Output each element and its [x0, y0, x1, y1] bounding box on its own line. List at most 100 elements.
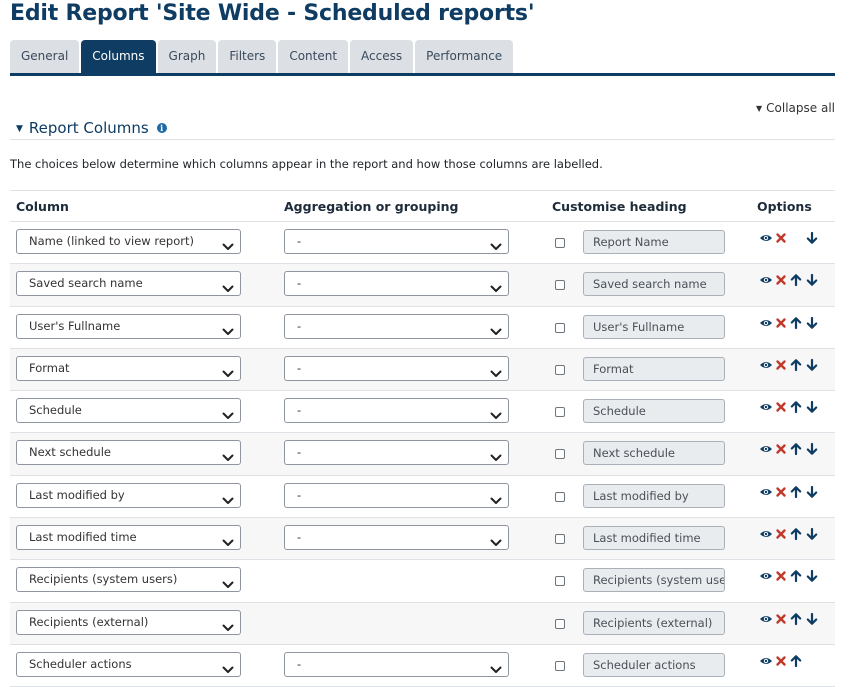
eye-icon[interactable] — [759, 316, 773, 330]
aggregation-select[interactable]: - — [284, 440, 509, 466]
arrow-up-icon[interactable] — [789, 527, 803, 541]
eye-icon[interactable] — [759, 654, 773, 668]
column-select[interactable]: Recipients (external) — [16, 609, 241, 635]
customise-heading-checkbox[interactable] — [555, 618, 565, 629]
column-select[interactable]: Last modified time — [16, 525, 241, 551]
heading-input[interactable]: Last modified by — [583, 483, 725, 508]
aggregation-select[interactable]: - — [284, 229, 509, 254]
delete-icon[interactable] — [774, 316, 788, 330]
delete-icon[interactable] — [774, 485, 788, 499]
column-header-options: Options — [757, 199, 812, 214]
customise-heading-checkbox[interactable] — [555, 364, 565, 375]
arrow-up-icon[interactable] — [789, 400, 803, 414]
tab-content[interactable]: Content — [278, 40, 349, 73]
arrow-down-icon[interactable] — [805, 442, 819, 456]
arrow-down-icon[interactable] — [805, 231, 819, 245]
arrow-up-icon[interactable] — [789, 273, 803, 287]
arrow-up-icon[interactable] — [789, 316, 803, 330]
customise-heading-checkbox[interactable] — [555, 491, 565, 502]
heading-input[interactable]: Format — [583, 356, 725, 381]
tab-performance[interactable]: Performance — [415, 40, 514, 73]
delete-icon[interactable] — [774, 358, 788, 372]
column-select[interactable]: User's Fullname — [16, 313, 241, 339]
aggregation-select-value: - — [297, 487, 302, 502]
arrow-down-icon[interactable] — [805, 400, 819, 414]
column-select[interactable]: Saved search name — [16, 271, 241, 297]
column-select[interactable]: Name (linked to view report) — [16, 229, 241, 254]
tab-access[interactable]: Access — [350, 40, 414, 73]
column-select[interactable]: Schedule — [16, 398, 241, 424]
tab-filters[interactable]: Filters — [218, 40, 277, 73]
collapse-all-link[interactable]: ▼ Collapse all — [756, 101, 835, 115]
heading-input[interactable]: Scheduler actions — [583, 652, 725, 677]
customise-heading-checkbox[interactable] — [555, 449, 565, 460]
arrow-down-icon[interactable] — [805, 316, 819, 330]
tab-columns[interactable]: Columns — [81, 40, 156, 73]
column-select[interactable]: Scheduler actions — [16, 651, 241, 677]
arrow-down-icon[interactable] — [805, 273, 819, 287]
aggregation-select[interactable]: - — [284, 525, 509, 551]
arrow-down-icon[interactable] — [805, 569, 819, 583]
eye-icon[interactable] — [759, 358, 773, 372]
eye-icon[interactable] — [759, 442, 773, 456]
table-row: Schedule - Schedule — [10, 391, 835, 434]
heading-input[interactable]: Recipients (external) — [583, 610, 725, 635]
customise-heading-checkbox[interactable] — [555, 322, 565, 333]
customise-heading-checkbox[interactable] — [555, 280, 565, 291]
arrow-up-icon[interactable] — [789, 654, 803, 668]
aggregation-select[interactable]: - — [284, 355, 509, 381]
eye-icon[interactable] — [759, 231, 773, 245]
arrow-down-icon[interactable] — [805, 485, 819, 499]
aggregation-select[interactable]: - — [284, 651, 509, 677]
heading-input[interactable]: Last modified time — [583, 526, 725, 551]
delete-icon[interactable] — [774, 400, 788, 414]
arrow-up-icon[interactable] — [789, 485, 803, 499]
arrow-up-icon[interactable] — [789, 569, 803, 583]
delete-icon[interactable] — [774, 612, 788, 626]
section-toggle-icon[interactable]: ▼ — [16, 124, 23, 134]
column-select[interactable]: Last modified by — [16, 482, 241, 508]
tab-graph[interactable]: Graph — [157, 40, 217, 73]
heading-input[interactable]: Saved search name — [583, 272, 725, 297]
delete-icon[interactable] — [774, 569, 788, 583]
arrow-down-icon[interactable] — [805, 358, 819, 372]
heading-input[interactable]: Report Name — [583, 230, 725, 254]
column-select-value: Saved search name — [29, 276, 143, 291]
delete-icon[interactable] — [774, 231, 788, 245]
eye-icon[interactable] — [759, 273, 773, 287]
table-header: Column Aggregation or grouping Customise… — [10, 191, 835, 222]
aggregation-select[interactable]: - — [284, 313, 509, 339]
arrow-down-icon[interactable] — [805, 612, 819, 626]
eye-icon[interactable] — [759, 527, 773, 541]
column-select[interactable]: Recipients (system users) — [16, 567, 241, 593]
column-select[interactable]: Next schedule — [16, 440, 241, 466]
eye-icon[interactable] — [759, 485, 773, 499]
eye-icon[interactable] — [759, 569, 773, 583]
arrow-up-icon[interactable] — [789, 358, 803, 372]
heading-input[interactable]: User's Fullname — [583, 314, 725, 339]
aggregation-select[interactable]: - — [284, 398, 509, 424]
customise-heading-checkbox[interactable] — [555, 576, 565, 587]
arrow-up-icon[interactable] — [789, 612, 803, 626]
customise-heading-checkbox[interactable] — [555, 407, 565, 418]
tab-general[interactable]: General — [10, 40, 80, 73]
heading-input[interactable]: Schedule — [583, 399, 725, 424]
arrow-down-icon[interactable] — [805, 527, 819, 541]
delete-icon[interactable] — [774, 654, 788, 668]
eye-icon[interactable] — [759, 400, 773, 414]
info-icon[interactable]: i — [156, 123, 167, 133]
delete-icon[interactable] — [774, 527, 788, 541]
column-select[interactable]: Format — [16, 355, 241, 381]
aggregation-select[interactable]: - — [284, 482, 509, 508]
delete-icon[interactable] — [774, 273, 788, 287]
customise-heading-checkbox[interactable] — [555, 660, 565, 671]
heading-input[interactable]: Recipients (system users) — [583, 568, 725, 593]
arrow-up-icon[interactable] — [789, 442, 803, 456]
customise-heading-checkbox[interactable] — [555, 238, 565, 248]
eye-icon[interactable] — [759, 612, 773, 626]
chevron-down-icon — [222, 660, 234, 673]
heading-input[interactable]: Next schedule — [583, 441, 725, 466]
delete-icon[interactable] — [774, 442, 788, 456]
aggregation-select[interactable]: - — [284, 271, 509, 297]
customise-heading-checkbox[interactable] — [555, 534, 565, 545]
